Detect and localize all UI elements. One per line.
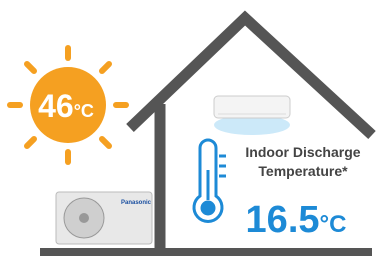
indoor-temperature-value: 16.5 — [246, 199, 320, 241]
indoor-temperature-unit: °C — [320, 211, 347, 238]
indoor-label-line2: Temperature* — [258, 163, 348, 179]
thermometer — [194, 140, 226, 221]
indoor-temperature: 16.5°C — [246, 199, 347, 241]
outdoor-temperature-unit: °C — [74, 101, 94, 121]
sun: 46°C — [10, 48, 126, 162]
outdoor-temperature-value: 46 — [38, 88, 74, 124]
infographic: 46°C Panasonic Indoor Discharge Temperat… — [0, 0, 380, 260]
outdoor-ac-unit: Panasonic — [56, 192, 152, 244]
indoor-label-line1: Indoor Discharge — [245, 144, 360, 160]
indoor-ac-unit — [214, 96, 290, 135]
brand-logo: Panasonic — [121, 200, 152, 206]
